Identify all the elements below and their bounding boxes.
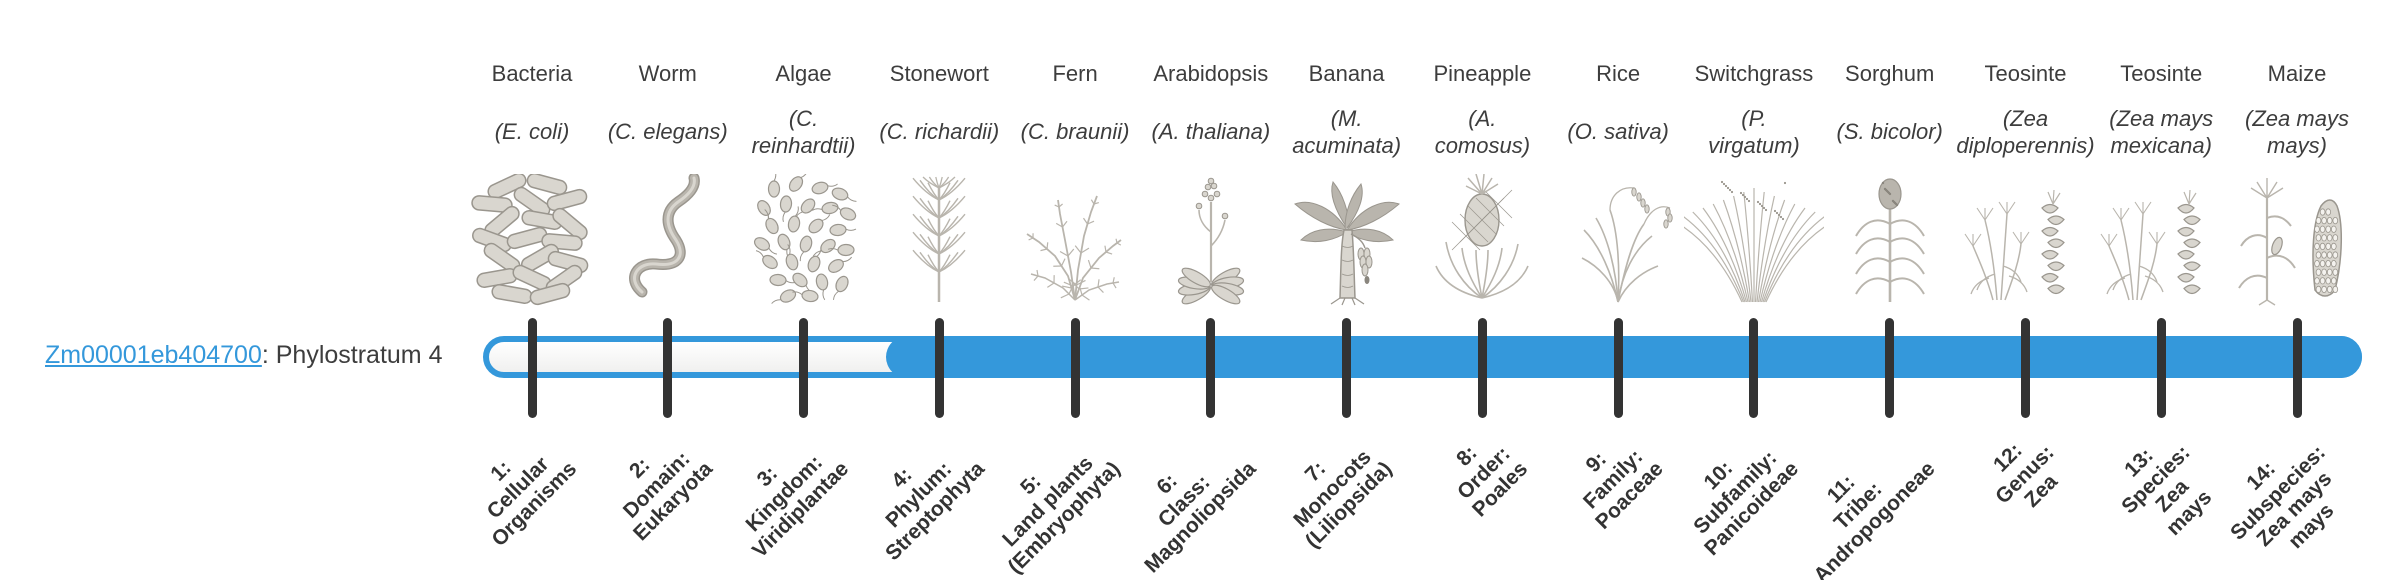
phylostratum-axis-label: 11: Tribe: Andropogoneae [1809, 457, 1940, 580]
organism-column: Fern (C. braunii) [1000, 56, 1150, 306]
phylostratum-tick-mark [1342, 318, 1352, 418]
organism-column: Stonewort (C. richardii) [864, 56, 1014, 306]
organism-name: Teosinte [2120, 61, 2203, 86]
organism-scientific-name: (C. elegans) [607, 119, 728, 145]
organism-name: Arabidopsis [1153, 61, 1269, 86]
organism-column: Sorghum (S. bicolor) [1815, 56, 1965, 306]
organism-column: Arabidopsis (A. thaliana) [1136, 56, 1286, 306]
phylostratum-axis-label: 8: Order: Poales [1451, 441, 1532, 522]
organism-column: Pineapple (A. comosus) [1407, 56, 1557, 306]
organism-scientific-name: (C. richardii) [879, 119, 1000, 145]
gene-phylostratum-text: : Phylostratum 4 [261, 341, 443, 369]
organism-name: Algae [775, 61, 832, 86]
teosinte-icon [2086, 174, 2236, 306]
organism-name: Stonewort [889, 61, 989, 86]
organism-name: Sorghum [1845, 61, 1935, 86]
phylostratum-axis-label: 2: Domain: Eukaryota [618, 446, 718, 546]
organism-name: Maize [2267, 61, 2327, 86]
organism-scientific-name: (E. coli) [494, 119, 570, 145]
fern-icon [1000, 174, 1150, 306]
organism-name: Rice [1596, 61, 1641, 86]
organism-name: Bacteria [491, 61, 573, 86]
phylostratum-tick-mark [2156, 318, 2166, 418]
organism-column: Banana (M. acuminata) [1272, 56, 1422, 306]
organism-name: Teosinte [1984, 61, 2067, 86]
algae-icon [729, 174, 879, 306]
timeline-filled-bar [886, 336, 2362, 378]
organism-name: Worm [638, 61, 697, 86]
phylostratum-axis-label: 6: Class: Magnoliopsida [1140, 457, 1261, 578]
pineapple-icon [1407, 174, 1557, 306]
organism-scientific-name: (A. thaliana) [1151, 119, 1271, 145]
arabidopsis-icon [1136, 174, 1286, 306]
organism-column: Algae (C. reinhardtii) [729, 56, 879, 306]
phylostratum-tick-mark [1070, 318, 1080, 418]
organism-name: Banana [1308, 61, 1385, 86]
phylostratum-tick-mark [527, 318, 537, 418]
worm-icon [593, 174, 743, 306]
phylostratum-tick-mark [799, 318, 809, 418]
switchgrass-icon [1679, 174, 1829, 306]
organism-column: Switchgrass (P. virgatum) [1679, 56, 1829, 306]
phylostratum-axis-label: 13: Species: Zea mays [2116, 440, 2216, 540]
organism-scientific-name: (C. braunii) [1020, 119, 1130, 145]
phylostratum-tick-mark [1206, 318, 1216, 418]
organism-scientific-name: (Zea diploperennis) [1956, 105, 2095, 159]
phylostratum-axis-label: 7: Monocots (Liliopsida) [1288, 445, 1397, 553]
phylostratum-tick-mark [934, 318, 944, 418]
gene-label: Zm00001eb404700: Phylostratum 4 [45, 341, 443, 370]
phylostratum-tick-mark [1613, 318, 1623, 418]
organism-scientific-name: (C. reinhardtii) [751, 105, 856, 159]
phylostratum-tick-mark [2020, 318, 2030, 418]
organism-column: Teosinte (Zea mays mexicana) [2086, 56, 2236, 306]
phylostratum-tick-mark [663, 318, 673, 418]
phylostratum-axis-label: 12: Genus: Zea [1989, 438, 2063, 512]
organism-scientific-name: (M. acuminata) [1292, 105, 1402, 159]
organism-name: Fern [1052, 61, 1098, 86]
teosinte-icon [1950, 174, 2100, 306]
banana-icon [1272, 174, 1422, 306]
organism-scientific-name: (Zea mays mexicana) [2109, 105, 2214, 159]
organism-name: Switchgrass [1694, 61, 1814, 86]
organism-column: Maize (Zea mays mays) [2222, 56, 2372, 306]
phylostratum-axis-label: 5: Land plants (Embryophyta) [997, 451, 1125, 579]
organism-name: Pineapple [1433, 61, 1532, 86]
phylostratum-tick-mark [2292, 318, 2302, 418]
phylostratum-axis-label: 3: Kingdom: Viridiplantae [741, 450, 854, 563]
bacteria-icon [457, 174, 607, 306]
organism-scientific-name: (P. virgatum) [1708, 105, 1800, 159]
organism-scientific-name: (Zea mays mays) [2245, 105, 2349, 159]
organism-column: Worm (C. elegans) [593, 56, 743, 306]
phylostratum-axis-label: 9: Family: Poaceae [1578, 444, 1668, 534]
maize-icon [2222, 174, 2372, 306]
phylostratum-tick-mark [1885, 318, 1895, 418]
phylostratum-tick-mark [1477, 318, 1487, 418]
phylostratum-axis-label: 14: Subspecies: Zea mays mays [2226, 440, 2339, 553]
organism-column: Teosinte (Zea diploperennis) [1950, 56, 2100, 306]
sorghum-icon [1815, 174, 1965, 306]
phylostratum-tick-mark [1749, 318, 1759, 418]
organism-column: Bacteria (E. coli) [457, 56, 607, 306]
organism-column: Rice (O. sativa) [1543, 56, 1693, 306]
phylostratum-axis-label: 4: Phylum: Streptophyta [880, 457, 989, 566]
organism-scientific-name: (S. bicolor) [1836, 119, 1943, 145]
organism-scientific-name: (A. comosus) [1434, 105, 1531, 159]
rice-icon [1543, 174, 1693, 306]
stonewort-icon [864, 174, 1014, 306]
phylostratum-axis-label: 1: Cellular Organisms [482, 452, 582, 552]
organism-scientific-name: (O. sativa) [1567, 119, 1669, 145]
gene-id-link[interactable]: Zm00001eb404700 [45, 341, 262, 369]
